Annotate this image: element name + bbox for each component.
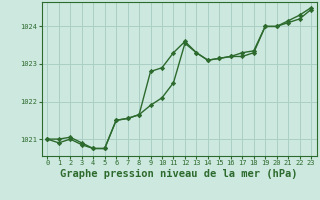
X-axis label: Graphe pression niveau de la mer (hPa): Graphe pression niveau de la mer (hPa) [60, 169, 298, 179]
